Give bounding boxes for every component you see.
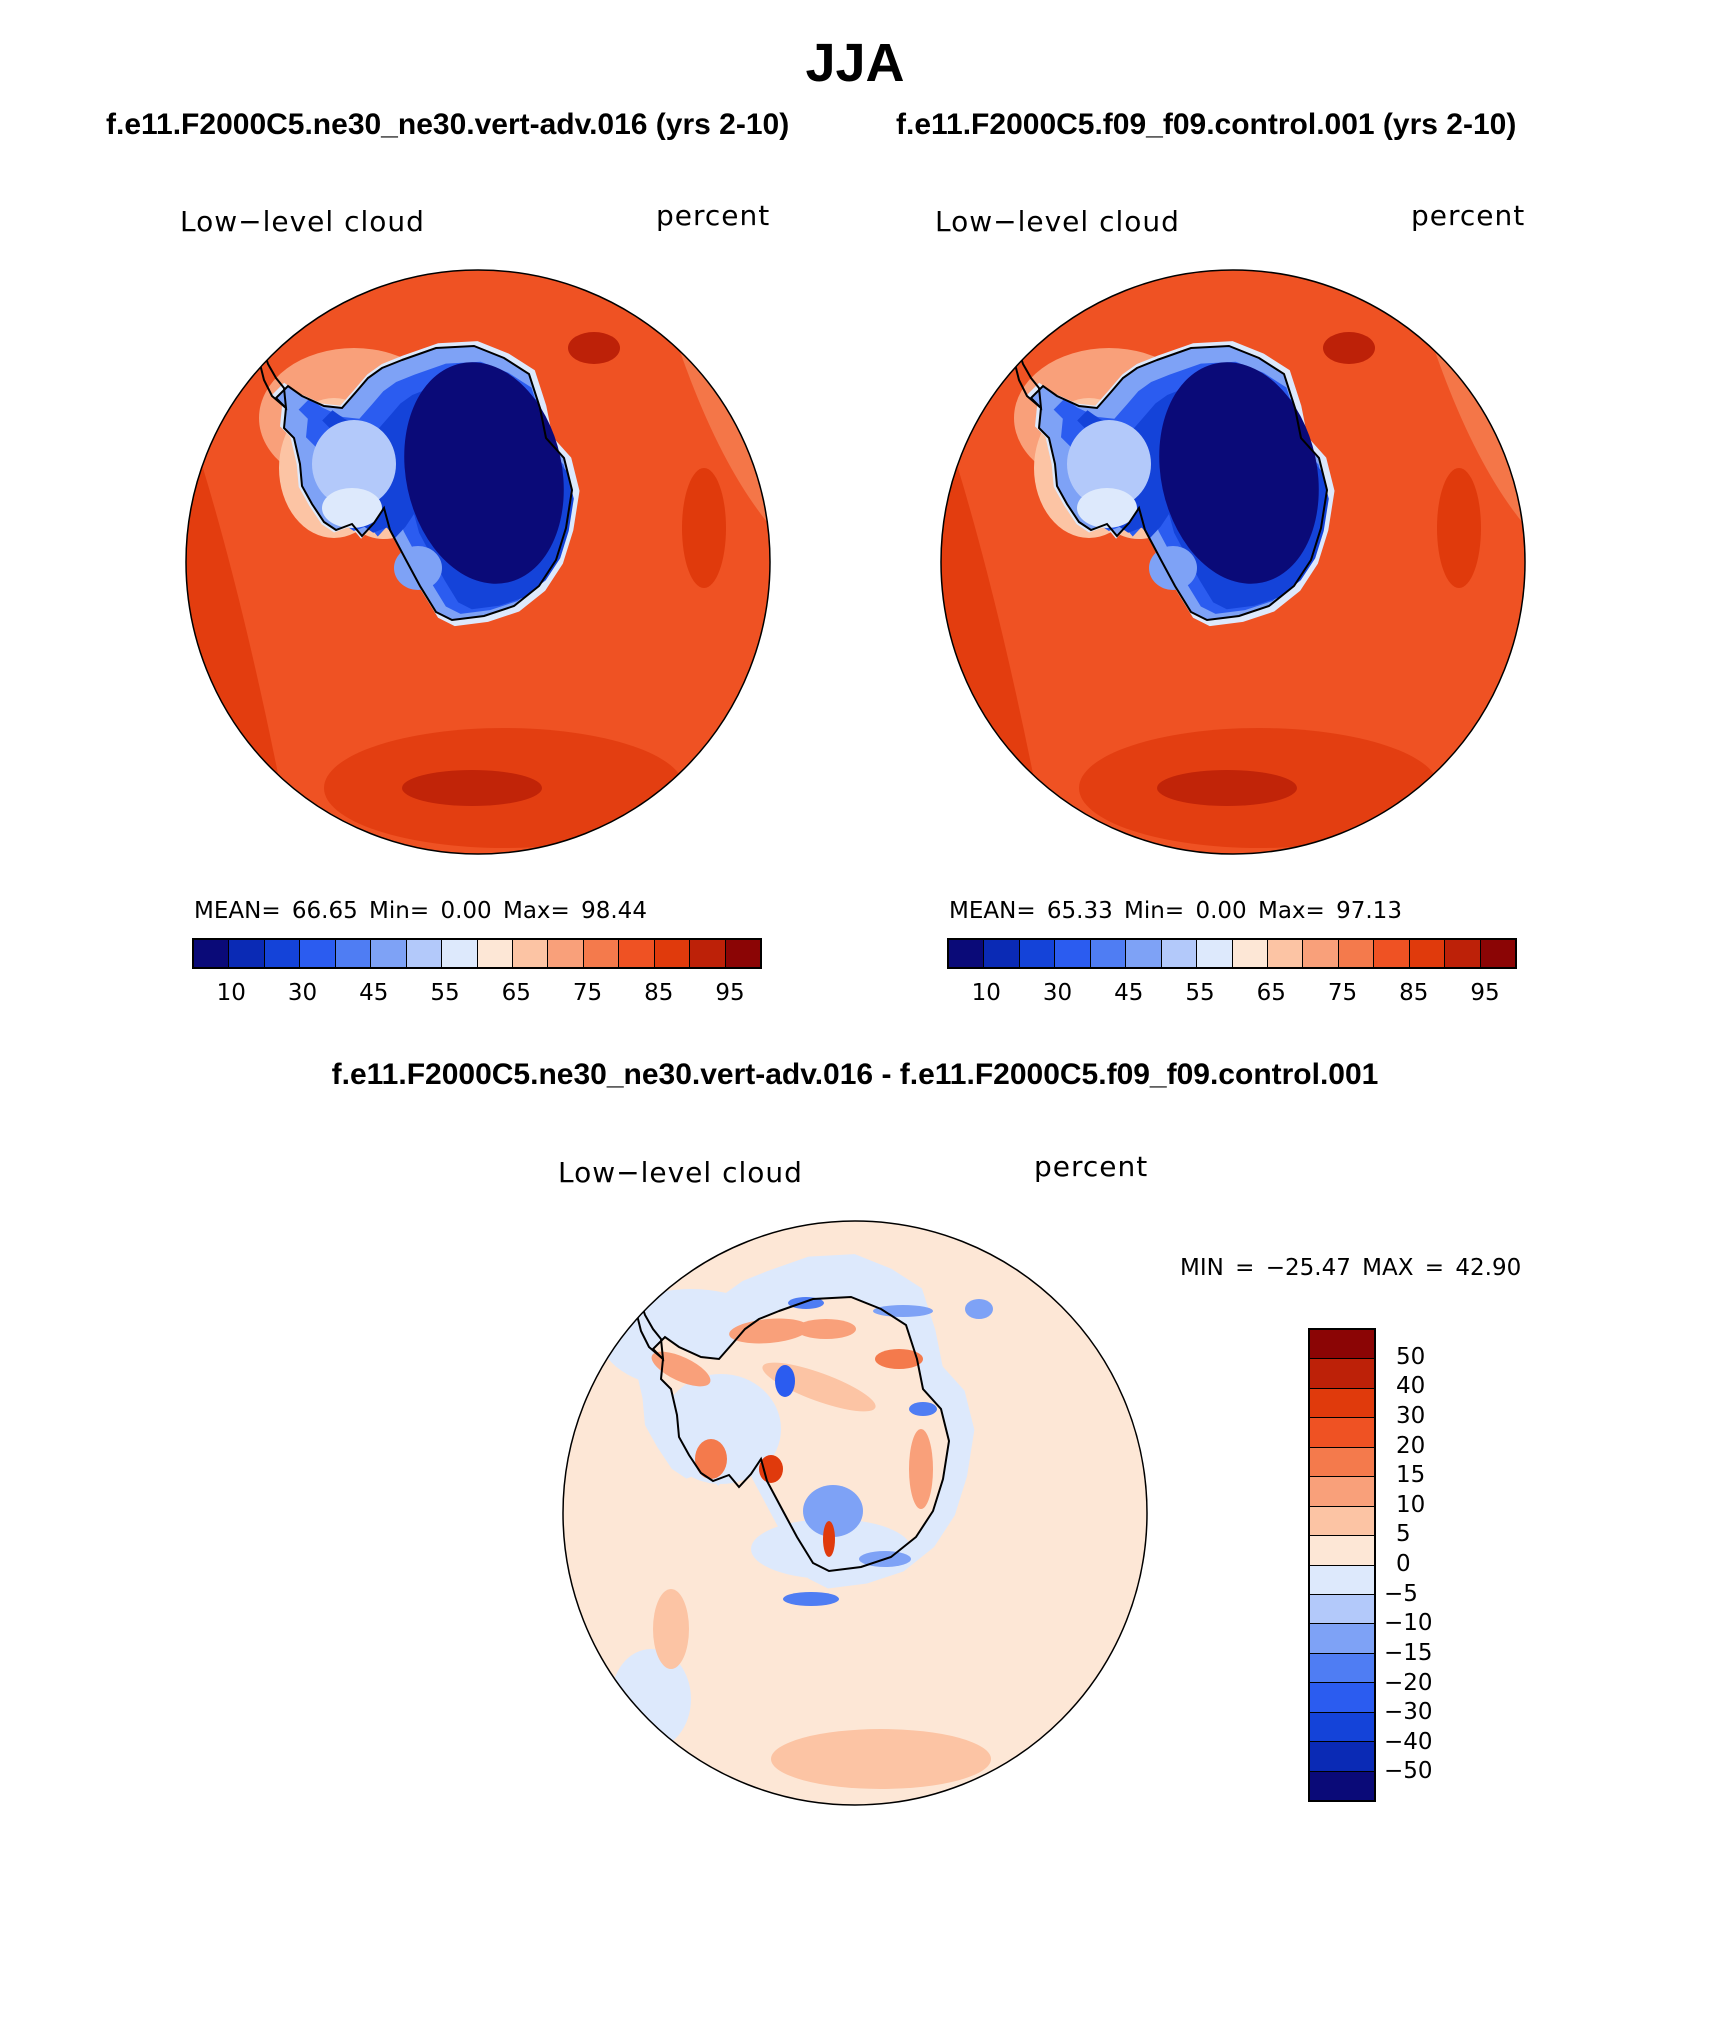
colorbar-swatch	[1480, 940, 1515, 967]
colorbar-swatch	[583, 940, 620, 967]
colorbar-tick-label: 95	[1470, 980, 1500, 1006]
colorbar-tick-label: 5	[1396, 1521, 1411, 1548]
panel-b-variable: Low−level cloud	[935, 205, 1180, 238]
colorbar-swatch	[1409, 940, 1446, 967]
colorbar-swatch	[477, 940, 513, 967]
diff-stats: MIN = −25.47 MAX = 42.90	[1180, 1255, 1522, 1281]
colorbar-swatch	[1303, 940, 1339, 967]
colorbar-tick-label: −15	[1384, 1639, 1433, 1666]
colorbar-swatch	[371, 940, 407, 967]
colorbar-tick-label: −20	[1384, 1669, 1433, 1696]
colorbar-swatch	[1374, 940, 1410, 967]
panel-a-colorbar	[192, 938, 762, 969]
colorbar-tick-label: −5	[1384, 1580, 1418, 1607]
colorbar-tick-label: 85	[1399, 980, 1429, 1006]
colorbar-swatch	[1019, 940, 1056, 967]
colorbar-tick-label: −30	[1384, 1699, 1433, 1726]
colorbar-swatch	[1310, 1565, 1374, 1595]
colorbar-swatch	[1310, 1683, 1374, 1713]
colorbar-swatch	[690, 940, 726, 967]
colorbar-swatch	[619, 940, 655, 967]
colorbar-tick-label: −40	[1384, 1728, 1433, 1755]
colorbar-tick-label: 75	[1327, 980, 1358, 1006]
colorbar-tick-label: 65	[1256, 980, 1286, 1006]
diff-map	[562, 1220, 1148, 1806]
colorbar-tick-label: 55	[430, 980, 460, 1006]
colorbar-swatch	[949, 940, 985, 967]
colorbar-tick-label: 10	[1396, 1491, 1426, 1518]
panel-b-units: percent	[1411, 199, 1526, 232]
diff-colorbar	[1308, 1328, 1376, 1802]
colorbar-swatch	[1310, 1388, 1374, 1419]
colorbar-swatch	[512, 940, 549, 967]
colorbar-tick-label: −50	[1384, 1758, 1433, 1785]
colorbar-tick-label: −10	[1384, 1610, 1433, 1637]
case-b-title: f.e11.F2000C5.f09_f09.control.001 (yrs 2…	[896, 108, 1517, 141]
colorbar-tick-label: 45	[1114, 980, 1144, 1006]
panel-b-map	[940, 269, 1526, 855]
colorbar-tick-label: 30	[1042, 980, 1073, 1006]
colorbar-tick-label: 50	[1396, 1343, 1426, 1370]
colorbar-tick-label: 10	[216, 980, 246, 1006]
diff-variable: Low−level cloud	[558, 1156, 803, 1189]
colorbar-swatch	[406, 940, 443, 967]
colorbar-swatch	[1445, 940, 1481, 967]
colorbar-tick-label: 30	[287, 980, 318, 1006]
colorbar-swatch	[654, 940, 691, 967]
colorbar-swatch	[1197, 940, 1233, 967]
colorbar-swatch	[335, 940, 372, 967]
colorbar-swatch	[1310, 1594, 1374, 1625]
colorbar-swatch	[264, 940, 301, 967]
colorbar-swatch	[1310, 1477, 1374, 1507]
colorbar-tick-label: 10	[971, 980, 1001, 1006]
colorbar-tick-label: 65	[501, 980, 531, 1006]
figure-title: JJA	[805, 33, 905, 93]
colorbar-swatch	[1310, 1742, 1374, 1772]
colorbar-swatch	[1161, 940, 1198, 967]
panel-a-map	[185, 269, 771, 855]
diff-units: percent	[1034, 1150, 1149, 1183]
colorbar-tick-label: 30	[1396, 1402, 1426, 1429]
case-a-title: f.e11.F2000C5.ne30_ne30.vert-adv.016 (yr…	[106, 108, 790, 141]
diff-title: f.e11.F2000C5.ne30_ne30.vert-adv.016 - f…	[331, 1058, 1379, 1091]
colorbar-tick-label: 40	[1396, 1373, 1426, 1400]
colorbar-tick-label: 95	[715, 980, 745, 1006]
colorbar-tick-label: 75	[572, 980, 603, 1006]
colorbar-tick-label: 55	[1185, 980, 1215, 1006]
colorbar-tick-label: 0	[1396, 1551, 1411, 1577]
colorbar-swatch	[1055, 940, 1091, 967]
colorbar-swatch	[1310, 1506, 1374, 1537]
colorbar-swatch	[1310, 1359, 1374, 1389]
colorbar-swatch	[1126, 940, 1162, 967]
colorbar-tick-label: 20	[1396, 1432, 1426, 1459]
colorbar-swatch	[1310, 1418, 1374, 1448]
colorbar-swatch	[1310, 1771, 1374, 1800]
panel-a-units: percent	[656, 199, 771, 232]
panel-b-colorbar	[947, 938, 1517, 969]
colorbar-swatch	[1090, 940, 1127, 967]
colorbar-swatch	[1310, 1536, 1374, 1566]
colorbar-swatch	[1310, 1330, 1374, 1360]
colorbar-swatch	[725, 940, 760, 967]
colorbar-swatch	[300, 940, 336, 967]
colorbar-swatch	[229, 940, 265, 967]
colorbar-swatch	[1310, 1653, 1374, 1684]
colorbar-swatch	[1310, 1624, 1374, 1654]
panel-a-stats: MEAN= 66.65 Min= 0.00 Max= 98.44	[194, 898, 647, 924]
colorbar-swatch	[548, 940, 584, 967]
colorbar-tick-label: 15	[1396, 1462, 1426, 1489]
colorbar-swatch	[1267, 940, 1304, 967]
colorbar-swatch	[194, 940, 230, 967]
colorbar-swatch	[1338, 940, 1375, 967]
colorbar-tick-label: 45	[359, 980, 389, 1006]
panel-b-stats: MEAN= 65.33 Min= 0.00 Max= 97.13	[949, 898, 1402, 924]
colorbar-swatch	[1310, 1712, 1374, 1743]
colorbar-tick-label: 85	[644, 980, 674, 1006]
colorbar-swatch	[1232, 940, 1268, 967]
colorbar-swatch	[442, 940, 478, 967]
colorbar-swatch	[1310, 1447, 1374, 1478]
panel-a-variable: Low−level cloud	[180, 205, 425, 238]
colorbar-swatch	[984, 940, 1020, 967]
